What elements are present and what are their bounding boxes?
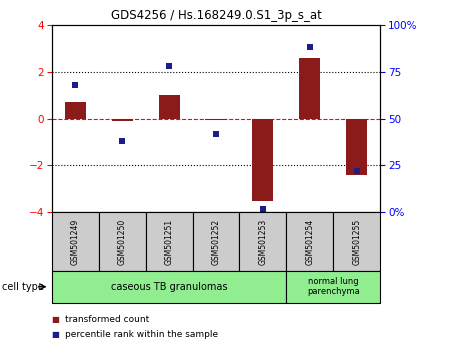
- Bar: [112, 119, 133, 121]
- Text: percentile rank within the sample: percentile rank within the sample: [65, 330, 218, 339]
- Text: GSM501249: GSM501249: [71, 218, 80, 265]
- Text: ■: ■: [52, 330, 59, 339]
- Text: GDS4256 / Hs.168249.0.S1_3p_s_at: GDS4256 / Hs.168249.0.S1_3p_s_at: [111, 9, 321, 22]
- Text: normal lung
parenchyma: normal lung parenchyma: [307, 277, 360, 296]
- Text: GSM501252: GSM501252: [212, 218, 220, 265]
- Bar: [158, 95, 180, 119]
- Text: ■: ■: [52, 315, 59, 324]
- Bar: [299, 58, 320, 119]
- Text: cell type: cell type: [2, 282, 44, 292]
- Bar: [346, 119, 367, 175]
- Text: GSM501251: GSM501251: [165, 218, 174, 265]
- Text: GSM501254: GSM501254: [306, 218, 315, 265]
- Text: caseous TB granulomas: caseous TB granulomas: [111, 282, 227, 292]
- Text: GSM501253: GSM501253: [258, 218, 267, 265]
- Text: transformed count: transformed count: [65, 315, 149, 324]
- Bar: [206, 119, 226, 120]
- Bar: [65, 102, 86, 119]
- Text: GSM501255: GSM501255: [352, 218, 361, 265]
- Text: GSM501250: GSM501250: [117, 218, 126, 265]
- Bar: [252, 119, 274, 201]
